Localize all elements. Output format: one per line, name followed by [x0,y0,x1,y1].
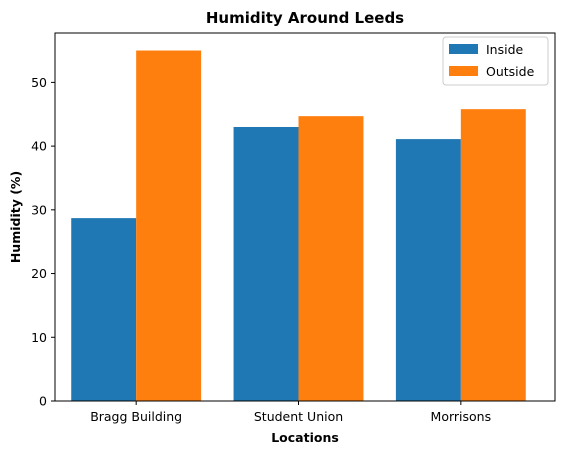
legend-label-inside: Inside [486,42,524,57]
y-tick-label: 50 [31,75,47,90]
legend-swatch-inside [449,44,478,54]
bar-inside-1 [234,127,299,401]
bar-inside-0 [71,218,136,401]
bar-outside-1 [299,116,364,401]
x-axis-label: Locations [271,430,339,445]
y-tick-label: 10 [31,330,47,345]
bar-outside-0 [136,51,201,401]
y-tick-label: 30 [31,202,47,217]
x-tick-label: Student Union [254,409,343,424]
y-tick-label: 40 [31,139,47,154]
x-axis: Bragg Building Student Union Morrisons [90,401,491,424]
x-tick-label: Bragg Building [90,409,182,424]
x-tick-label: Morrisons [431,409,492,424]
legend-swatch-outside [449,66,478,76]
chart-title: Humidity Around Leeds [206,9,404,27]
bar-outside-2 [461,109,526,401]
y-axis: 0 10 20 30 40 50 [31,75,55,409]
y-axis-label: Humidity (%) [8,171,23,263]
y-tick-label: 20 [31,266,47,281]
legend-label-outside: Outside [486,64,535,79]
plot-area [71,51,526,401]
bar-inside-2 [396,139,461,401]
y-tick-label: 0 [39,394,47,409]
legend: Inside Outside [443,37,548,85]
